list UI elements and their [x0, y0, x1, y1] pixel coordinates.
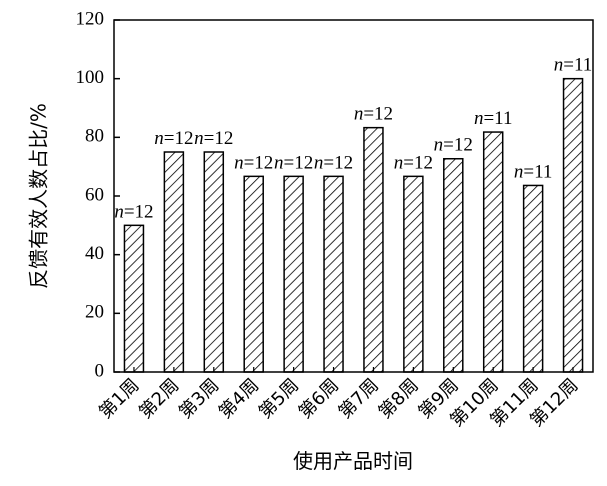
bar-annotation: n=12	[154, 128, 193, 149]
bar	[443, 157, 464, 373]
y-tick-label: 100	[76, 67, 105, 88]
bar-annotation: n=12	[354, 104, 393, 125]
bar-annotation: n=12	[114, 201, 153, 222]
bar	[323, 175, 344, 373]
x-tick-label: 第7周	[335, 375, 383, 423]
bar	[283, 175, 304, 373]
bar	[482, 131, 504, 373]
y-tick-label: 120	[76, 8, 105, 29]
bar	[363, 126, 384, 373]
bar-annotation: n=11	[474, 108, 513, 129]
y-tick-label: 40	[85, 243, 104, 264]
bars-layer	[123, 77, 584, 373]
bar	[163, 151, 185, 373]
x-tick-label: 第8周	[375, 375, 423, 423]
y-tick-label: 80	[85, 126, 104, 147]
bar-annotation: n=12	[274, 152, 313, 173]
x-tick-label: 第3周	[175, 375, 223, 423]
x-tick-label: 第1周	[95, 375, 143, 423]
plot-frame	[113, 19, 594, 373]
annotations-layer: n=12n=12 n=12n=12 n=12 n=12n=12n=12n=12n=11…	[114, 55, 592, 223]
x-tick-label: 第2周	[135, 375, 183, 423]
y-axis-ticks: 0 20 40 60 80 100 120	[76, 8, 120, 381]
y-axis-label: 反馈有效人数占比/%	[27, 103, 51, 289]
bar-annotation: n=11	[554, 55, 593, 76]
x-tick-label: 第4周	[215, 375, 263, 423]
y-tick-label: 0	[95, 360, 105, 381]
x-tick-label: 第6周	[295, 375, 343, 423]
y-tick-label: 20	[85, 302, 104, 323]
bar	[403, 175, 424, 373]
bar	[203, 151, 225, 373]
bar-annotation: n=12	[314, 152, 353, 173]
bar-annotation: n=12	[194, 128, 233, 149]
bar	[123, 224, 145, 373]
bar	[522, 184, 544, 373]
y-tick-label: 60	[85, 184, 104, 205]
x-tick-label: 第5周	[255, 375, 303, 423]
bar	[243, 175, 264, 373]
bar-annotation: n=12	[394, 152, 433, 173]
bar-annotation: n=12	[234, 152, 273, 173]
bar-annotation: n=11	[514, 161, 553, 182]
bar-annotation: n=12	[434, 135, 473, 156]
bar	[562, 77, 584, 373]
x-axis-label: 使用产品时间	[293, 449, 413, 473]
